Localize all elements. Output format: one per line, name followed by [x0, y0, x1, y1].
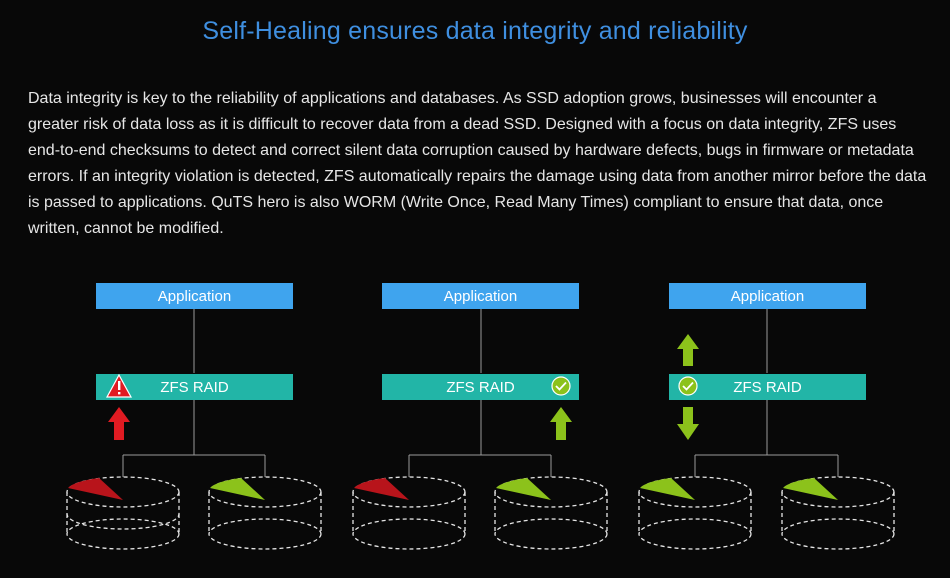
- panel-detect-error: Application ZFS RAID: [66, 283, 322, 550]
- disk-corrupted: [352, 476, 466, 550]
- disk-healthy: [638, 476, 752, 550]
- panel-repair-data: Application ZFS RAID: [352, 283, 608, 550]
- application-box: [382, 283, 579, 309]
- green-up-arrow-icon: [550, 407, 572, 440]
- application-label: Application: [444, 288, 517, 305]
- panel-data-restored: Application ZFS RAID: [638, 283, 895, 550]
- green-down-arrow-icon: [677, 407, 699, 440]
- green-up-arrow-icon: [677, 334, 699, 366]
- application-box: [669, 283, 866, 309]
- zfs-raid-box: [669, 374, 866, 400]
- page-title: Self-Healing ensures data integrity and …: [202, 17, 748, 45]
- zfs-raid-label: ZFS RAID: [160, 379, 229, 396]
- checkmark-icon: [678, 376, 698, 396]
- zfs-raid-box: [382, 374, 579, 400]
- checkmark-icon: [551, 376, 571, 396]
- application-box: [96, 283, 293, 309]
- disk-healthy: [781, 476, 895, 550]
- disk-healthy: [208, 476, 322, 550]
- zfs-raid-label: ZFS RAID: [733, 379, 802, 396]
- application-label: Application: [158, 288, 231, 305]
- disk-corrupted: [66, 476, 180, 550]
- description-paragraph: Data integrity is key to the reliability…: [28, 90, 927, 237]
- zfs-raid-label: ZFS RAID: [446, 379, 515, 396]
- red-up-arrow-icon: [108, 407, 130, 440]
- warning-icon: [105, 373, 133, 398]
- disk-healthy: [494, 476, 608, 550]
- application-label: Application: [731, 288, 804, 305]
